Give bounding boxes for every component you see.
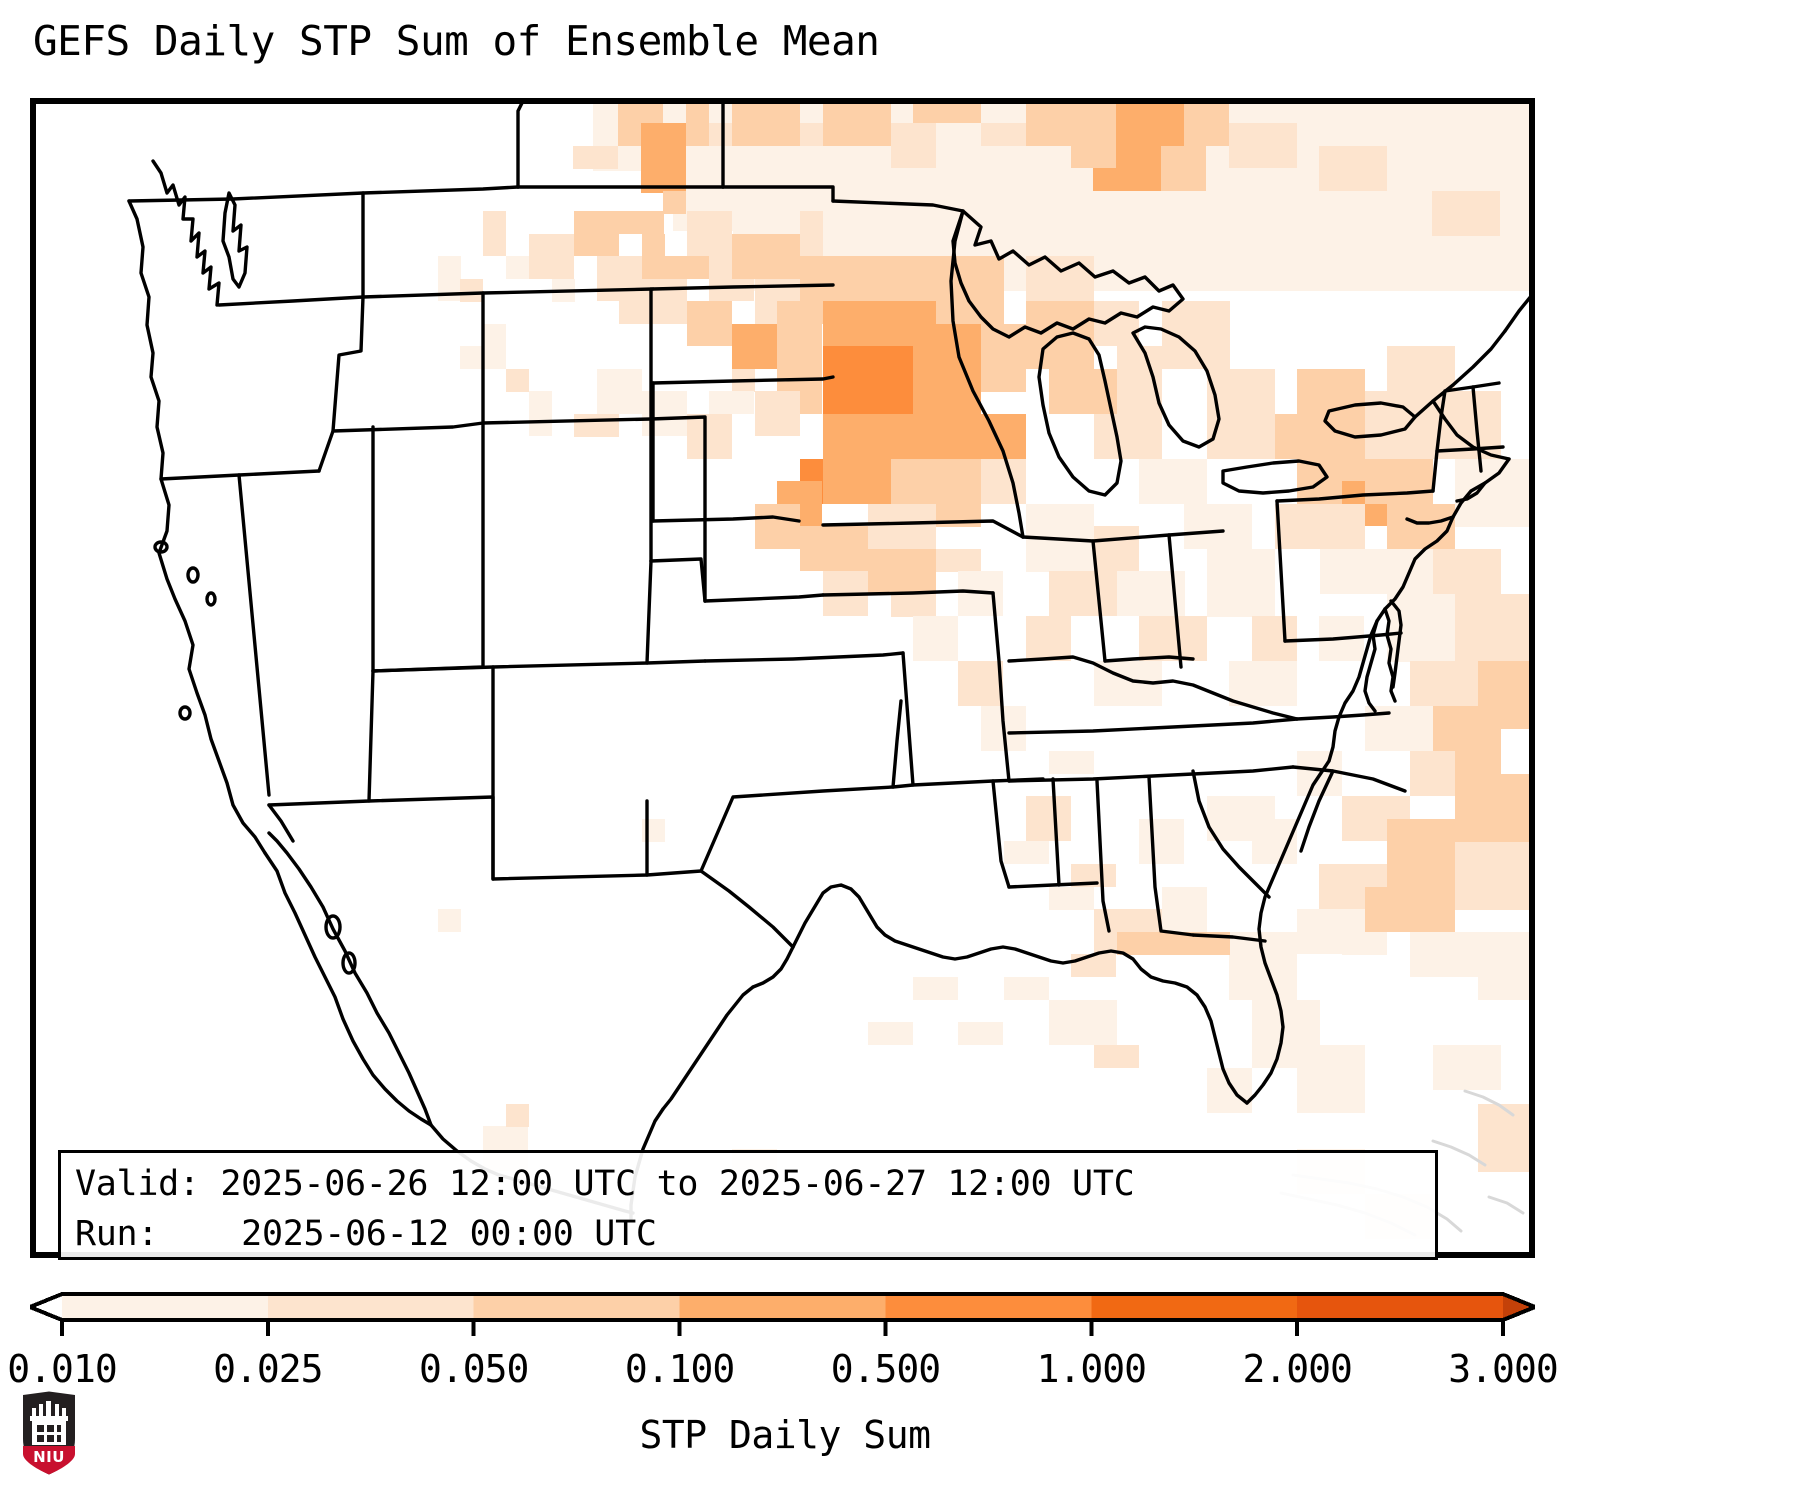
forecast-info-box: Valid: 2025-06-26 12:00 UTC to 2025-06-2… — [58, 1150, 1438, 1260]
colorbar-ticks — [60, 1320, 1505, 1336]
colorbar-tick-label: 0.025 — [213, 1347, 323, 1391]
colorbar-band — [473, 1294, 681, 1320]
map-canvas[interactable] — [33, 101, 1532, 1255]
niu-logo[interactable]: NIU — [16, 1388, 82, 1478]
colorbar-bands — [30, 1294, 1535, 1320]
page-title: GEFS Daily STP Sum of Ensemble Mean — [33, 17, 880, 65]
colorbar-over-arrow — [1503, 1294, 1535, 1320]
colorbar-canvas[interactable] — [30, 1290, 1535, 1342]
colorbar-tick-label: 0.100 — [624, 1347, 735, 1391]
colorbar-tick-label: 0.010 — [7, 1347, 117, 1391]
logo-banner — [23, 1446, 75, 1475]
colorbar-band — [267, 1294, 475, 1320]
colorbar-band — [1297, 1294, 1504, 1320]
valid-time-line: Valid: 2025-06-26 12:00 UTC to 2025-06-2… — [75, 1164, 1135, 1204]
colorbar-tick-labels: 0.010 0.025 0.050 0.100 0.500 1.000 2.000 3.000 — [7, 1347, 1558, 1397]
colorbar-tick-label: 2.000 — [1242, 1347, 1352, 1391]
colorbar-tick-label: 1.000 — [1036, 1347, 1147, 1391]
colorbar-band — [62, 1294, 269, 1320]
colorbar-band — [679, 1294, 887, 1320]
logo-castle-windows — [37, 1425, 61, 1442]
logo-text: NIU — [33, 1448, 65, 1466]
colorbar-band — [885, 1294, 1092, 1320]
colorbar-band — [1091, 1294, 1298, 1320]
colorbar-under-arrow — [30, 1294, 62, 1320]
run-time-line: Run: 2025-06-12 00:00 UTC — [75, 1214, 657, 1254]
map-panel[interactable] — [30, 98, 1535, 1258]
colorbar-tick-label: 0.050 — [419, 1347, 529, 1391]
colorbar-tick-label: 0.500 — [830, 1347, 941, 1391]
colorbar[interactable] — [30, 1290, 1535, 1342]
colorbar-axis-label: STP Daily Sum — [639, 1413, 931, 1457]
map-geography-lines — [127, 101, 1532, 1237]
colorbar-tick-label: 3.000 — [1448, 1347, 1558, 1391]
